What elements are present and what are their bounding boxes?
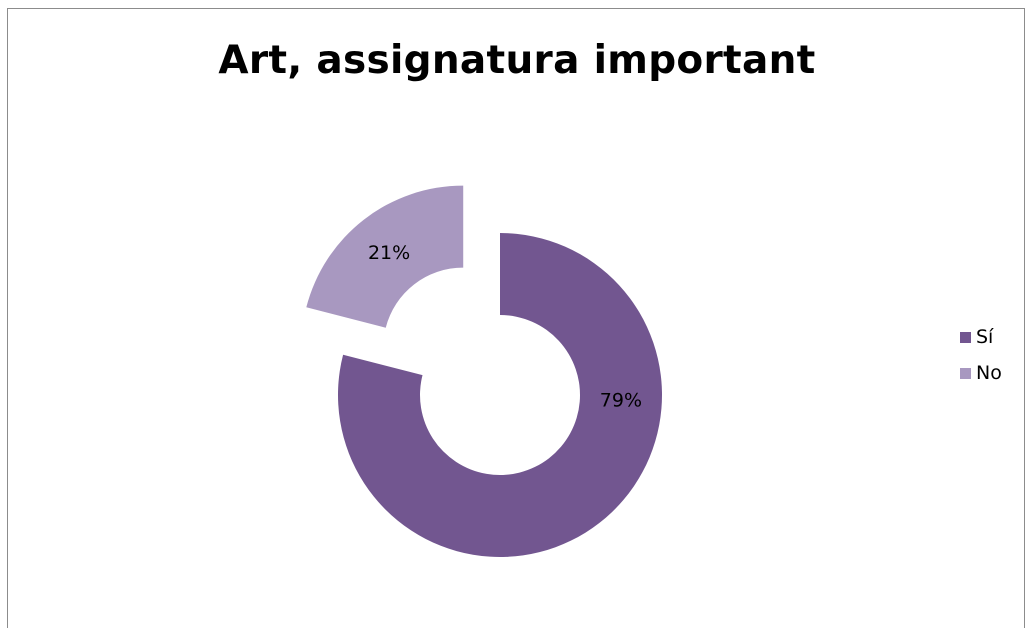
legend-swatch-si [960, 331, 971, 343]
legend: Sí No [960, 324, 1002, 396]
legend-swatch-no [960, 367, 971, 379]
data-label-no: 21% [368, 242, 410, 264]
chart-title: Art, assignatura important [218, 38, 816, 83]
legend-item-si: Sí [960, 324, 1002, 350]
data-label-si: 79% [600, 390, 642, 412]
slice-si [338, 233, 662, 557]
legend-item-no: No [960, 360, 1002, 386]
slice-no [306, 185, 464, 328]
legend-label-si: Sí [976, 326, 994, 348]
legend-label-no: No [976, 362, 1002, 384]
